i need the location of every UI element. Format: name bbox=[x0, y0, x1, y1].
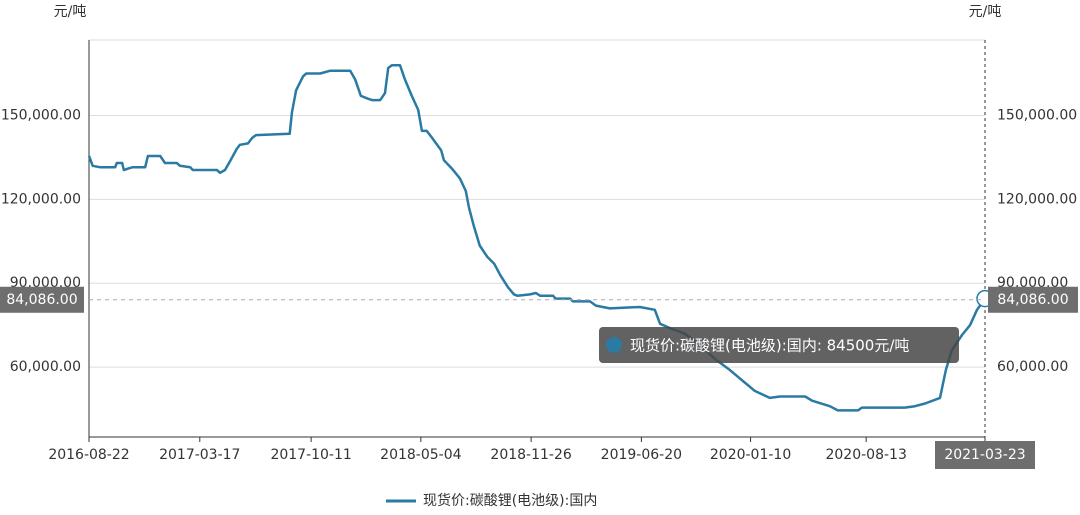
x-tick-label: 2020-08-13 bbox=[825, 447, 906, 463]
y-tick-label: 60,000.00 bbox=[10, 359, 81, 375]
y2-axis-unit: 元/吨 bbox=[969, 4, 1002, 20]
y-tick-label: 120,000.00 bbox=[1, 191, 81, 207]
x-tick-label: 2018-05-04 bbox=[380, 447, 461, 463]
legend-label: 现货价:碳酸锂(电池级):国内 bbox=[423, 492, 597, 509]
y2-tick-label: 60,000.00 bbox=[997, 359, 1068, 375]
y-axis-unit: 元/吨 bbox=[54, 4, 87, 20]
x-pointer-box bbox=[935, 441, 1035, 469]
x-tick-label: 2019-06-20 bbox=[601, 447, 682, 463]
tooltip-box bbox=[599, 327, 959, 363]
series-line bbox=[87, 63, 987, 412]
x-tick-label: 2020-01-10 bbox=[710, 447, 791, 463]
tooltip-dot bbox=[606, 337, 622, 353]
tooltip-text: 现货价:碳酸锂(电池级):国内: 84500元/吨 bbox=[630, 337, 909, 355]
x-tick-label: 2018-11-26 bbox=[490, 447, 571, 463]
crosshair-box-right bbox=[988, 286, 1078, 313]
x-tick-label: 2017-03-17 bbox=[159, 447, 240, 463]
x-tick-label: 2021-03-23 bbox=[944, 447, 1025, 463]
y2-tick-label: 120,000.00 bbox=[997, 191, 1077, 207]
x-tick-label: 2017-10-11 bbox=[270, 447, 351, 463]
y-tick-label: 150,000.00 bbox=[1, 107, 81, 123]
crosshair-label-right: 84,086.00 bbox=[997, 292, 1068, 308]
y2-tick-label: 150,000.00 bbox=[997, 107, 1077, 123]
crosshair-label-left: 84,086.00 bbox=[6, 292, 77, 308]
x-tick-label: 2016-08-22 bbox=[48, 447, 129, 463]
crosshair-box-left bbox=[0, 286, 84, 313]
